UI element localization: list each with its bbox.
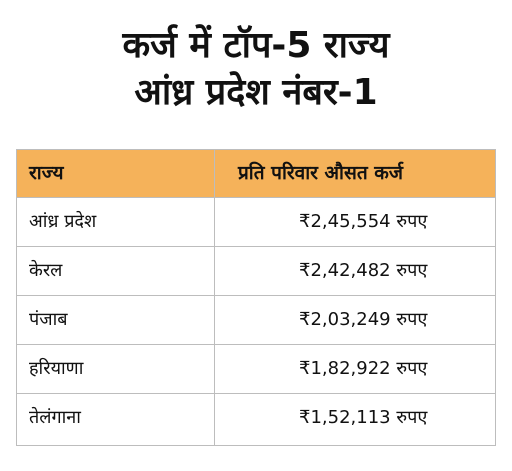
- amount-cell: ₹1,52,113 रुपए: [299, 407, 428, 428]
- state-cell: केरल: [29, 260, 63, 281]
- state-cell: हरियाणा: [29, 358, 84, 379]
- state-cell: तेलंगाना: [29, 407, 81, 428]
- header-state: राज्य: [29, 162, 64, 184]
- state-cell: आंध्र प्रदेश: [29, 211, 97, 232]
- amount-cell: ₹2,45,554 रुपए: [299, 211, 428, 232]
- amount-cell: ₹1,82,922 रुपए: [299, 358, 428, 379]
- amount-cell: ₹2,03,249 रुपए: [299, 309, 428, 330]
- table-row: तेलंगाना ₹1,52,113 रुपए: [17, 394, 495, 443]
- table-row: केरल ₹2,42,482 रुपए: [17, 247, 495, 296]
- page-title: कर्ज में टॉप-5 राज्य आंध्र प्रदेश नंबर-1: [0, 22, 512, 116]
- table-header: राज्य प्रति परिवार औसत कर्ज: [17, 150, 495, 198]
- title-line-2: आंध्र प्रदेश नंबर-1: [134, 72, 378, 113]
- title-line-1: कर्ज में टॉप-5 राज्य: [122, 25, 390, 66]
- table-row: आंध्र प्रदेश ₹2,45,554 रुपए: [17, 198, 495, 247]
- table-row: हरियाणा ₹1,82,922 रुपए: [17, 345, 495, 394]
- header-average-debt: प्रति परिवार औसत कर्ज: [238, 162, 403, 184]
- table-row: पंजाब ₹2,03,249 रुपए: [17, 296, 495, 345]
- debt-table: राज्य प्रति परिवार औसत कर्ज आंध्र प्रदेश…: [16, 149, 496, 446]
- column-divider: [214, 150, 215, 445]
- state-cell: पंजाब: [29, 309, 68, 330]
- amount-cell: ₹2,42,482 रुपए: [299, 260, 428, 281]
